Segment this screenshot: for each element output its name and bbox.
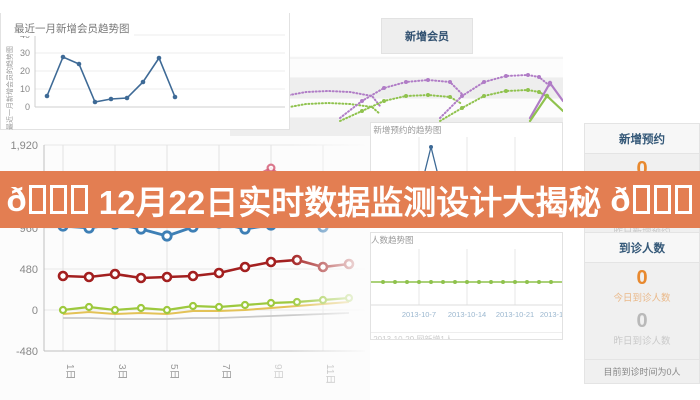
svg-text:10: 10: [20, 84, 30, 94]
svg-text:0: 0: [25, 102, 30, 112]
svg-text:2013-10-28: 2013-10-28: [540, 310, 563, 319]
svg-text:30: 30: [20, 48, 30, 58]
svg-text:最近一月新增会员的趋势图: 最近一月新增会员的趋势图: [5, 46, 14, 130]
svg-text:2013-10-21: 2013-10-21: [496, 310, 534, 319]
svg-text:20: 20: [20, 66, 30, 76]
svg-text:2013-10-14: 2013-10-14: [448, 310, 486, 319]
svg-text:2013-10-7: 2013-10-7: [402, 310, 436, 319]
